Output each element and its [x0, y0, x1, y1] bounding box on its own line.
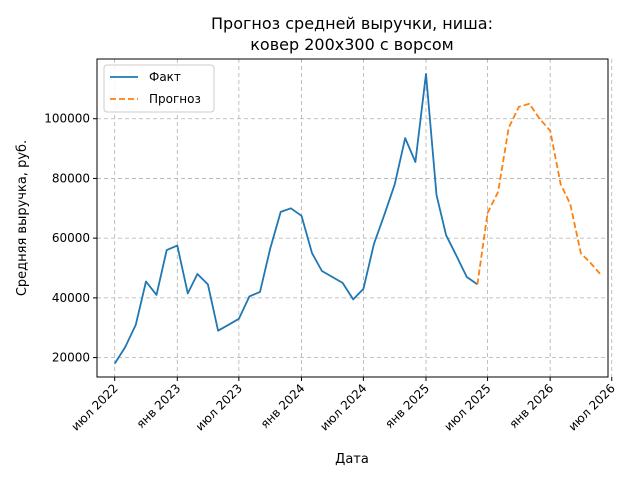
y-tick-label: 20000 — [52, 351, 90, 365]
chart-title-line-2: ковер 200x300 с ворсом — [250, 35, 454, 54]
legend-label-forecast: Прогноз — [149, 92, 201, 106]
x-axis-label: Дата — [335, 452, 369, 467]
y-tick-label: 40000 — [52, 291, 90, 305]
x-tick-label: июл 2026 — [566, 381, 618, 433]
x-axis-ticks: июл 2022 янв 2023 июл 2023 янв 2024 июл 2024… — [69, 377, 618, 434]
series-layer — [113, 73, 603, 365]
y-axis-ticks: 20000 40000 60000 80000 100000 — [44, 112, 97, 365]
x-tick-label: янв 2025 — [382, 381, 432, 431]
chart-title-line-1: Прогноз средней выручки, ниша: — [211, 14, 493, 33]
y-axis-label: Средняя выручка, руб. — [15, 140, 30, 296]
legend-label-fact: Факт — [149, 70, 181, 84]
y-tick-label: 60000 — [52, 231, 90, 245]
x-tick-label: июл 2025 — [441, 381, 493, 433]
plot-frame — [96, 58, 609, 378]
x-tick-label: янв 2024 — [258, 381, 308, 431]
series-line-forecast — [476, 102, 603, 285]
x-tick-label: июл 2024 — [317, 381, 369, 433]
y-tick-label: 100000 — [44, 112, 90, 126]
x-tick-label: янв 2023 — [134, 381, 184, 431]
series-line-fact — [113, 73, 478, 365]
x-tick-label: янв 2026 — [506, 381, 556, 431]
legend: Факт Прогноз — [103, 64, 215, 113]
y-tick-label: 80000 — [52, 171, 90, 185]
x-tick-label: июл 2023 — [193, 381, 245, 433]
x-tick-label: июл 2022 — [69, 381, 121, 433]
